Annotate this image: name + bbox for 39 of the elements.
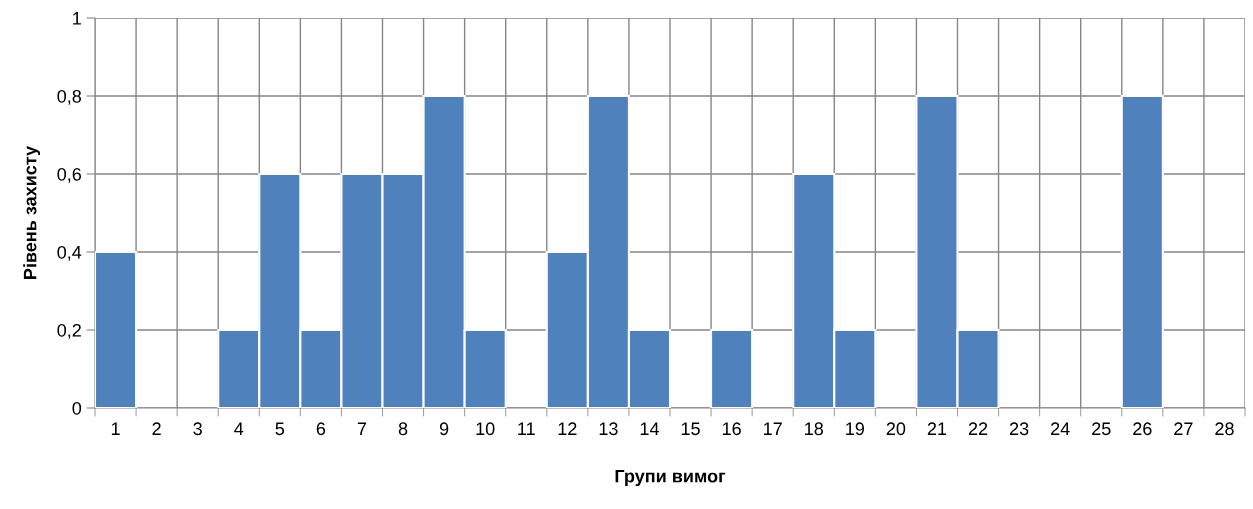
bar (95, 250, 138, 408)
x-tick-label: 21 (927, 422, 947, 435)
x-tick-label: 20 (886, 422, 906, 436)
x-tick-label: 5 (275, 422, 285, 436)
y-tick-label: 0,2 (57, 323, 81, 339)
x-tick-label: 24 (1051, 422, 1070, 435)
y-axis-title: Рівень захисту (23, 145, 41, 279)
x-tick-label: 6 (316, 422, 326, 436)
x-tick-label: 13 (599, 422, 618, 436)
y-tick-label: 1 (73, 12, 81, 25)
x-tick-label: 9 (439, 422, 449, 436)
x-axis-title: Групи вимог (615, 469, 726, 487)
x-tick-label: 10 (476, 422, 495, 436)
y-tick-label: 0,8 (57, 89, 82, 105)
x-tick-label: 2 (152, 422, 161, 435)
y-tick-label: 0,6 (57, 167, 82, 183)
x-tick-label: 8 (398, 422, 408, 436)
x-tick-label: 23 (1009, 422, 1029, 436)
x-tick-label: 7 (357, 422, 367, 435)
x-tick-label: 15 (681, 422, 700, 436)
x-tick-label: 18 (805, 422, 824, 436)
x-tick-label: 27 (1174, 422, 1193, 435)
x-tick-label: 4 (234, 422, 244, 435)
y-tick-label: 0,4 (57, 245, 82, 261)
x-tick-label: 17 (764, 422, 782, 435)
x-tick-label: 14 (640, 422, 659, 435)
x-tick-label: 3 (193, 422, 202, 436)
x-tick-label: 26 (1133, 422, 1152, 436)
x-tick-label: 12 (558, 422, 577, 435)
x-tick-label: 11 (518, 422, 535, 435)
x-tick-label: 19 (846, 422, 865, 436)
x-tick-label: 16 (722, 422, 741, 436)
x-tick-label: 28 (1215, 422, 1234, 436)
bar (1120, 94, 1164, 408)
x-tick-label: 1 (111, 422, 120, 435)
bar (710, 328, 754, 408)
x-tick-label: 25 (1092, 422, 1111, 436)
x-tick-label: 22 (968, 422, 988, 435)
y-tick-label: 0 (72, 401, 82, 415)
